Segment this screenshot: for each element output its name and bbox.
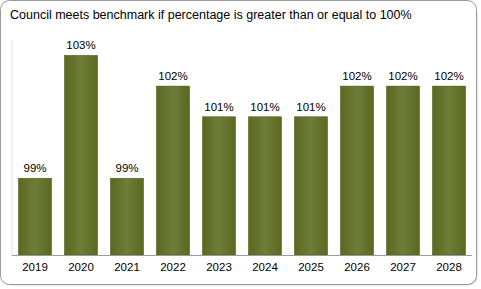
x-tick-label: 2027 — [390, 261, 416, 273]
bar — [110, 178, 143, 255]
x-tick-label: 2020 — [68, 261, 94, 273]
data-label: 101% — [296, 101, 325, 113]
data-label: 99% — [115, 162, 138, 174]
data-label: 102% — [158, 70, 187, 82]
chart-title: Council meets benchmark if percentage is… — [10, 8, 412, 22]
x-tick-label: 2023 — [206, 261, 232, 273]
x-tick-label: 2021 — [114, 261, 140, 273]
data-label: 102% — [388, 70, 417, 82]
x-tick-label: 2019 — [22, 261, 48, 273]
bar — [294, 117, 327, 255]
chart-svg: Council meets benchmark if percentage is… — [0, 0, 481, 289]
x-tick-label: 2025 — [298, 261, 324, 273]
x-tick-label: 2022 — [160, 261, 186, 273]
x-tick-label: 2026 — [344, 261, 370, 273]
bar — [340, 86, 373, 255]
bar — [248, 117, 281, 255]
data-label: 101% — [204, 101, 233, 113]
data-label: 99% — [23, 162, 46, 174]
bar — [202, 117, 235, 255]
data-label: 102% — [342, 70, 371, 82]
y-axis-line — [12, 40, 13, 255]
x-tick-label: 2028 — [436, 261, 462, 273]
data-label: 102% — [434, 70, 463, 82]
bar — [18, 178, 51, 255]
bar — [64, 55, 97, 255]
data-label: 103% — [66, 39, 95, 51]
bars — [18, 55, 465, 255]
data-label: 101% — [250, 101, 279, 113]
x-axis-line — [12, 255, 472, 256]
x-tick-label: 2024 — [252, 261, 278, 273]
chart-frame — [1, 1, 477, 285]
bar — [156, 86, 189, 255]
chart-container: Council meets benchmark if percentage is… — [0, 0, 481, 289]
bar — [386, 86, 419, 255]
bar — [432, 86, 465, 255]
